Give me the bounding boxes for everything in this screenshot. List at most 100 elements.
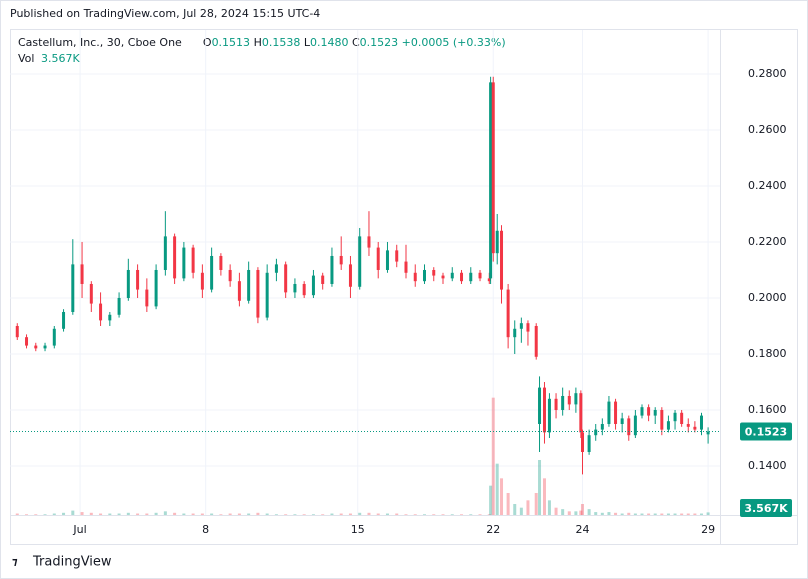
candle-body: [450, 272, 454, 279]
volume-bar: [182, 513, 186, 515]
volume-bar: [191, 513, 195, 515]
volume-bar: [526, 500, 530, 515]
y-tick-label: 0.2800: [748, 67, 787, 80]
candle-body: [513, 328, 517, 338]
volume-bar: [600, 512, 604, 515]
y-tick-label: 0.2600: [748, 123, 787, 136]
candle-body: [385, 250, 389, 270]
volume-bar: [561, 509, 565, 515]
legend-value: 0.1523: [360, 36, 399, 49]
volume-bar: [200, 513, 204, 515]
volume-bar: [284, 514, 288, 515]
candle-body: [478, 272, 482, 279]
candle-body: [640, 407, 644, 416]
candle-body: [587, 435, 591, 452]
candle-body: [660, 409, 664, 430]
volume-bar: [62, 512, 66, 515]
candle-body: [321, 275, 325, 284]
candle-body: [237, 281, 241, 301]
volume-bar: [693, 513, 697, 515]
candle-body: [574, 393, 578, 405]
y-tick-label: 0.1600: [748, 403, 787, 416]
candle-body: [182, 247, 186, 279]
candle-body: [376, 247, 380, 270]
candle-body: [89, 283, 93, 304]
candle-body: [293, 283, 297, 293]
volume-name: Vol: [18, 52, 34, 65]
candle-body: [495, 230, 499, 254]
volume-bar: [25, 514, 29, 515]
legend-change: +0.0005 (+0.33%): [402, 36, 506, 49]
volume-bar: [478, 514, 482, 515]
candle-body: [693, 426, 697, 430]
volume-bar: [653, 513, 657, 515]
volume-bar: [594, 512, 598, 515]
candle-body: [71, 264, 75, 312]
candle-body: [614, 401, 618, 424]
legend-key: C: [352, 36, 360, 49]
volume-bar: [321, 514, 325, 515]
volume-bar: [339, 513, 343, 515]
candle-body: [666, 421, 670, 430]
candle-body: [154, 269, 158, 307]
volume-bar: [491, 397, 495, 515]
volume-bar: [547, 500, 551, 515]
y-tick-label: 0.2000: [748, 291, 787, 304]
candle-body: [706, 431, 710, 435]
volume-bar: [500, 478, 504, 515]
volume-bar: [265, 513, 269, 515]
candle-body: [219, 255, 223, 270]
volume-bar: [43, 514, 47, 515]
candle-body: [647, 407, 651, 416]
volume-bar: [52, 513, 56, 515]
volume-bar: [460, 514, 464, 515]
published: Published on TradingView.com, Jul 28, 20…: [10, 7, 320, 20]
volume-bar: [627, 512, 631, 515]
x-tick-label: 24: [575, 523, 589, 536]
volume-bar: [274, 514, 278, 515]
candle-body: [274, 264, 278, 273]
candle-body: [600, 423, 604, 430]
volume-bar: [173, 512, 177, 515]
candle-body: [210, 255, 214, 290]
candle-body: [487, 278, 491, 282]
candle-body: [348, 264, 352, 287]
x-tick-label: 22: [486, 523, 500, 536]
volume-bar: [237, 513, 241, 515]
candle-body: [43, 345, 47, 349]
volume-bar: [686, 513, 690, 515]
volume-bar: [34, 514, 38, 515]
volume-bar: [699, 513, 703, 515]
volume-bar: [666, 513, 670, 515]
volume-bar: [607, 512, 611, 515]
candle-body: [491, 82, 495, 254]
volume-bar: [108, 513, 112, 515]
candle-body: [358, 236, 362, 287]
volume-bar: [256, 512, 260, 515]
y-tick-label: 0.2400: [748, 179, 787, 192]
y-tick-label: 0.2200: [748, 235, 787, 248]
candle-body: [284, 264, 288, 293]
candle-body: [500, 230, 504, 290]
candle-body: [126, 269, 130, 298]
volume-bar: [385, 513, 389, 515]
volume-bar: [441, 514, 445, 515]
volume-bar: [487, 514, 491, 515]
volume-bar: [117, 513, 121, 515]
volume-bar: [89, 512, 93, 515]
candle-body: [404, 261, 408, 273]
volume-badge: [740, 499, 792, 517]
volume-bar: [330, 513, 334, 515]
candle-body: [80, 264, 84, 284]
volume-bar: [228, 513, 232, 515]
candle-body: [52, 328, 56, 346]
volume-bar: [660, 513, 664, 515]
volume-bar: [620, 513, 624, 515]
candle-body: [680, 412, 684, 424]
candle-body: [633, 415, 637, 436]
candle-body: [538, 387, 542, 424]
x-tick-label: 29: [701, 523, 715, 536]
volume-bar: [647, 513, 651, 515]
legend-key: O: [203, 36, 212, 49]
volume-bar: [126, 512, 130, 515]
